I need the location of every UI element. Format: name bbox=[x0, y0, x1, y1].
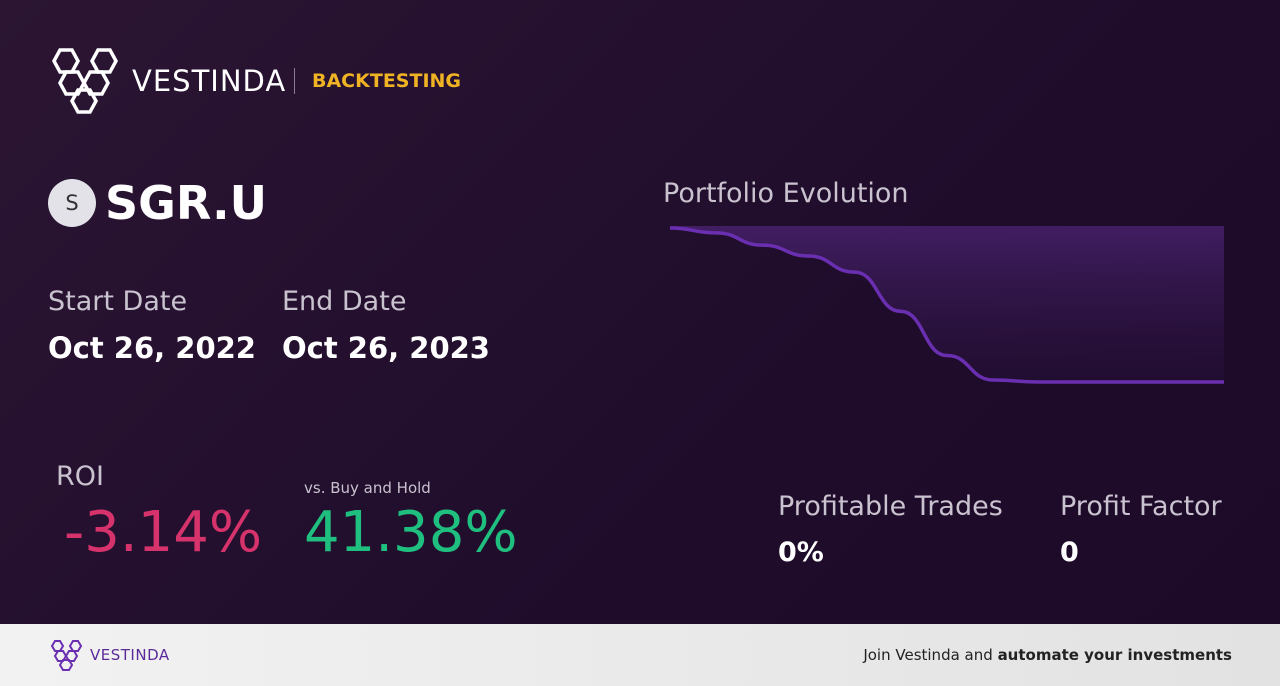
chart-title: Portfolio Evolution bbox=[663, 178, 909, 209]
profitable-label: Profitable Trades bbox=[778, 491, 1003, 522]
start-value: Oct 26, 2022 bbox=[48, 331, 256, 365]
divider bbox=[294, 68, 295, 94]
cta-bold: automate your investments bbox=[997, 646, 1232, 664]
area bbox=[670, 226, 1224, 382]
chart bbox=[669, 226, 1224, 384]
line bbox=[669, 226, 1224, 384]
end-label: End Date bbox=[282, 286, 407, 317]
ticker: SGR.U bbox=[105, 176, 267, 230]
end-value: Oct 26, 2023 bbox=[282, 331, 490, 365]
brand: VESTINDA bbox=[132, 64, 287, 98]
factor-label: Profit Factor bbox=[1060, 491, 1222, 522]
roi-value: -3.14% bbox=[64, 500, 263, 565]
footer: VESTINDA Join Vestinda and automate your… bbox=[0, 624, 1280, 686]
footer-cta: Join Vestinda and automate your investme… bbox=[863, 646, 1232, 664]
vs-label: vs. Buy and Hold bbox=[304, 479, 431, 497]
vs-value: 41.38% bbox=[304, 500, 518, 565]
ticker-icon: S bbox=[48, 179, 96, 227]
cta-plain: Join Vestinda and bbox=[863, 646, 993, 664]
logo bbox=[52, 48, 118, 114]
section: BACKTESTING bbox=[312, 70, 462, 92]
start-label: Start Date bbox=[48, 286, 188, 317]
footer-logo bbox=[50, 640, 83, 671]
footer-brand: VESTINDA bbox=[90, 646, 170, 664]
roi-label: ROI bbox=[56, 461, 104, 492]
profitable-value: 0% bbox=[778, 537, 824, 568]
factor-value: 0 bbox=[1060, 537, 1079, 568]
